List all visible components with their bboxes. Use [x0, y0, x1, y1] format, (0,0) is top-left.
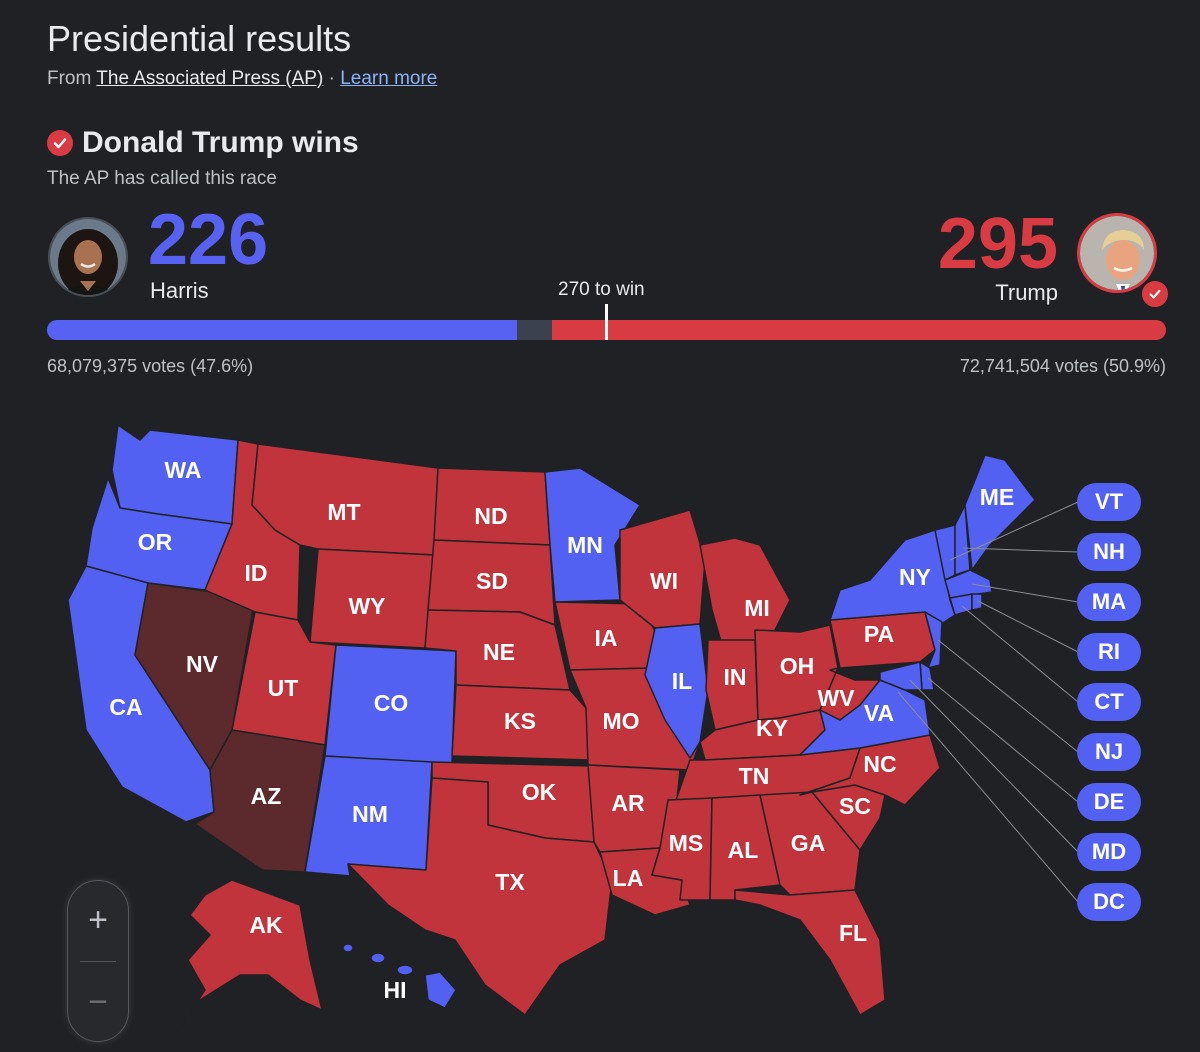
callout-VT[interactable]: VT [1077, 483, 1141, 521]
label-AL: AL [728, 837, 759, 863]
label-OK: OK [522, 779, 557, 805]
race-called-text: The AP has called this race [47, 168, 277, 189]
270-marker [605, 304, 608, 340]
state-MN[interactable] [544, 467, 641, 603]
state-AZ[interactable] [194, 729, 326, 873]
zoom-out-button[interactable]: − [88, 982, 108, 1021]
source-prefix: From [47, 68, 92, 89]
label-ME: ME [980, 484, 1015, 510]
bar-trump-segment [552, 320, 1166, 340]
state-WV[interactable] [819, 667, 881, 721]
source-link[interactable]: The Associated Press (AP) [96, 68, 324, 89]
label-WA: WA [164, 457, 201, 483]
label-HI: HI [384, 977, 407, 1003]
label-MO: MO [602, 708, 639, 734]
label-OH: OH [780, 653, 815, 679]
callout-DE[interactable]: DE [1077, 783, 1141, 821]
label-AZ: AZ [251, 783, 282, 809]
label-ID: ID [245, 560, 268, 586]
label-AK: AK [249, 912, 283, 938]
trump-winner-check-icon [1140, 279, 1170, 309]
label-CO: CO [374, 690, 409, 716]
state-ME[interactable] [964, 454, 1036, 571]
label-MI: MI [744, 595, 770, 621]
label-MS: MS [669, 830, 704, 856]
label-IL: IL [672, 668, 692, 694]
label-AR: AR [611, 790, 645, 816]
label-SC: SC [839, 793, 871, 819]
harris-name: Harris [150, 278, 209, 303]
state-IL[interactable] [644, 623, 709, 759]
source-separator: · [328, 68, 335, 89]
zoom-divider [80, 961, 116, 962]
label-NC: NC [863, 751, 896, 777]
label-KY: KY [756, 715, 788, 741]
electoral-vote-bar [47, 320, 1166, 340]
label-VA: VA [864, 700, 894, 726]
label-TN: TN [739, 763, 770, 789]
page-title: Presidential results [47, 18, 352, 59]
state-NJ[interactable] [924, 611, 943, 669]
state-AK[interactable] [174, 879, 323, 1036]
to-win-label: 270 to win [558, 279, 645, 300]
state-FL[interactable] [734, 889, 886, 1016]
label-NM: NM [352, 801, 388, 827]
label-LA: LA [613, 865, 644, 891]
label-GA: GA [791, 830, 826, 856]
harris-electoral-votes: 226 [148, 200, 269, 280]
state-TX[interactable] [347, 777, 613, 1016]
state-HI[interactable] [342, 943, 457, 1009]
label-KS: KS [504, 708, 536, 734]
state-NY[interactable] [829, 529, 956, 626]
label-MT: MT [327, 499, 360, 525]
label-NV: NV [186, 651, 219, 677]
state-MA[interactable] [944, 569, 993, 599]
label-WI: WI [650, 568, 678, 594]
callout-MD[interactable]: MD [1077, 833, 1141, 871]
label-SD: SD [476, 568, 508, 594]
label-TX: TX [495, 869, 525, 895]
callout-CT[interactable]: CT [1077, 683, 1141, 721]
callout-RI[interactable]: RI [1077, 633, 1141, 671]
bar-uncalled-segment [517, 320, 553, 340]
state-MI[interactable] [699, 537, 791, 646]
callout-leaders [897, 501, 1079, 903]
callout-NH[interactable]: NH [1077, 533, 1141, 571]
label-OR: OR [138, 529, 173, 555]
zoom-in-button[interactable]: + [88, 900, 108, 939]
winner-check-icon [47, 130, 73, 156]
harris-avatar [48, 217, 128, 297]
label-IA: IA [595, 625, 618, 651]
label-CA: CA [109, 694, 142, 720]
label-IN: IN [724, 664, 747, 690]
label-PA: PA [864, 621, 894, 647]
label-UT: UT [268, 675, 299, 701]
label-FL: FL [839, 920, 867, 946]
learn-more-link[interactable]: Learn more [340, 68, 438, 89]
state-RI[interactable] [971, 593, 983, 611]
callout-MA[interactable]: MA [1077, 583, 1141, 621]
harris-popular-votes: 68,079,375 votes (47.6%) [47, 356, 254, 376]
callout-DC[interactable]: DC [1077, 883, 1141, 921]
bar-harris-segment [47, 320, 518, 340]
label-NY: NY [899, 564, 931, 590]
label-WV: WV [817, 685, 855, 711]
trump-electoral-votes: 295 [937, 204, 1058, 284]
winner-text: Donald Trump wins [82, 126, 359, 159]
state-MD[interactable] [879, 661, 923, 691]
label-MN: MN [567, 532, 603, 558]
trump-avatar [1077, 213, 1157, 293]
us-electoral-map: WA OR CA NV ID MT WY UT AZ CO NM ND SD N… [67, 424, 1079, 1036]
trump-name: Trump [995, 280, 1058, 305]
callout-NJ[interactable]: NJ [1077, 733, 1141, 771]
source-line: From The Associated Press (AP) · Learn m… [47, 68, 437, 90]
winner-headline: Donald Trump wins [47, 126, 359, 160]
label-WY: WY [348, 593, 385, 619]
zoom-control: + − [67, 880, 129, 1042]
label-NE: NE [483, 639, 515, 665]
state-NC[interactable] [799, 734, 941, 806]
label-ND: ND [474, 503, 507, 529]
trump-popular-votes: 72,741,504 votes (50.9%) [959, 356, 1166, 376]
